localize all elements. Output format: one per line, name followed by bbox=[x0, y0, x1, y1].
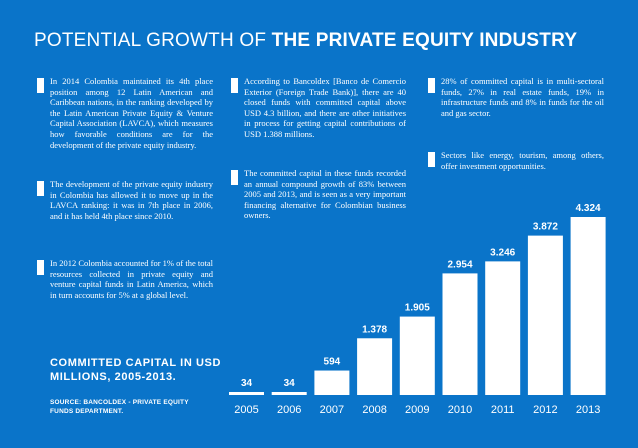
paragraph-text: 28% of committed capital is in multi-sec… bbox=[441, 76, 604, 118]
paragraph-fund-split: 28% of committed capital is in multi-sec… bbox=[428, 76, 604, 118]
bullet-bar bbox=[231, 170, 238, 185]
bullet-bar bbox=[37, 78, 44, 93]
paragraph-lavca-progress: The development of the private equity in… bbox=[37, 179, 213, 221]
bar-2013 bbox=[570, 217, 606, 395]
chart-caption: COMMITTED CAPITAL IN USD MILLIONS, 2005-… bbox=[50, 357, 222, 383]
paragraph-text: According to Bancoldex [Banco de Comerci… bbox=[244, 76, 406, 139]
title-bold: THE PRIVATE EQUITY INDUSTRY bbox=[271, 30, 578, 51]
paragraph-text: Sectors like energy, tourism, among othe… bbox=[441, 150, 604, 171]
bar-value-label: 1.905 bbox=[405, 303, 430, 314]
bullet-bar bbox=[37, 260, 44, 275]
bar-value-label: 3.872 bbox=[533, 222, 558, 233]
bar-2010 bbox=[442, 273, 478, 395]
paragraph-lavca-ranking: In 2014 Colombia maintained its 4th plac… bbox=[37, 76, 213, 150]
x-tick-label: 2008 bbox=[362, 404, 386, 416]
paragraph-sectors: Sectors like energy, tourism, among othe… bbox=[428, 150, 604, 171]
x-tick-label: 2011 bbox=[491, 404, 515, 416]
bar-value-label: 594 bbox=[324, 357, 341, 368]
paragraph-text: The development of the private equity in… bbox=[50, 179, 213, 221]
bar-value-label: 1.378 bbox=[362, 324, 387, 335]
x-tick-label: 2012 bbox=[533, 404, 557, 416]
x-tick-label: 2013 bbox=[576, 404, 600, 416]
bar-value-label: 34 bbox=[241, 378, 253, 389]
paragraph-bancoldex: According to Bancoldex [Banco de Comerci… bbox=[231, 76, 406, 140]
bullet-bar bbox=[428, 78, 435, 93]
paragraph-text: The committed capital in these funds rec… bbox=[244, 168, 406, 221]
bar-2011 bbox=[485, 261, 521, 395]
bar-2006 bbox=[271, 392, 307, 395]
x-tick-label: 2009 bbox=[405, 404, 429, 416]
paragraph-text: In 2012 Colombia accounted for 1% of the… bbox=[50, 258, 213, 300]
bar-value-label: 4.324 bbox=[576, 203, 601, 214]
paragraph-growth: The committed capital in these funds rec… bbox=[231, 168, 406, 221]
bar-2005 bbox=[229, 392, 264, 395]
x-tick-label: 2005 bbox=[234, 404, 258, 416]
x-tick-label: 2010 bbox=[448, 404, 472, 416]
chart-source: SOURCE: BANCOLDEX - PRIVATE EQUITY FUNDS… bbox=[50, 399, 189, 415]
bar-2007 bbox=[314, 370, 350, 395]
paragraph-text: In 2014 Colombia maintained its 4th plac… bbox=[50, 76, 213, 150]
bullet-bar bbox=[37, 181, 44, 196]
bar-value-label: 34 bbox=[284, 378, 296, 389]
x-tick-label: 2007 bbox=[320, 404, 344, 416]
bullet-bar bbox=[231, 78, 238, 93]
bar-2009 bbox=[399, 316, 435, 395]
paragraph-resources: In 2012 Colombia accounted for 1% of the… bbox=[37, 258, 213, 300]
x-tick-label: 2006 bbox=[277, 404, 301, 416]
bar-value-label: 3.246 bbox=[490, 247, 515, 258]
bullet-bar bbox=[428, 152, 435, 167]
page-title: POTENTIAL GROWTH OF THE PRIVATE EQUITY I… bbox=[34, 30, 614, 52]
bar-2008 bbox=[357, 338, 393, 395]
title-light: POTENTIAL GROWTH OF bbox=[34, 30, 272, 51]
bar-value-label: 2.954 bbox=[447, 259, 472, 270]
bar-2012 bbox=[527, 235, 563, 395]
